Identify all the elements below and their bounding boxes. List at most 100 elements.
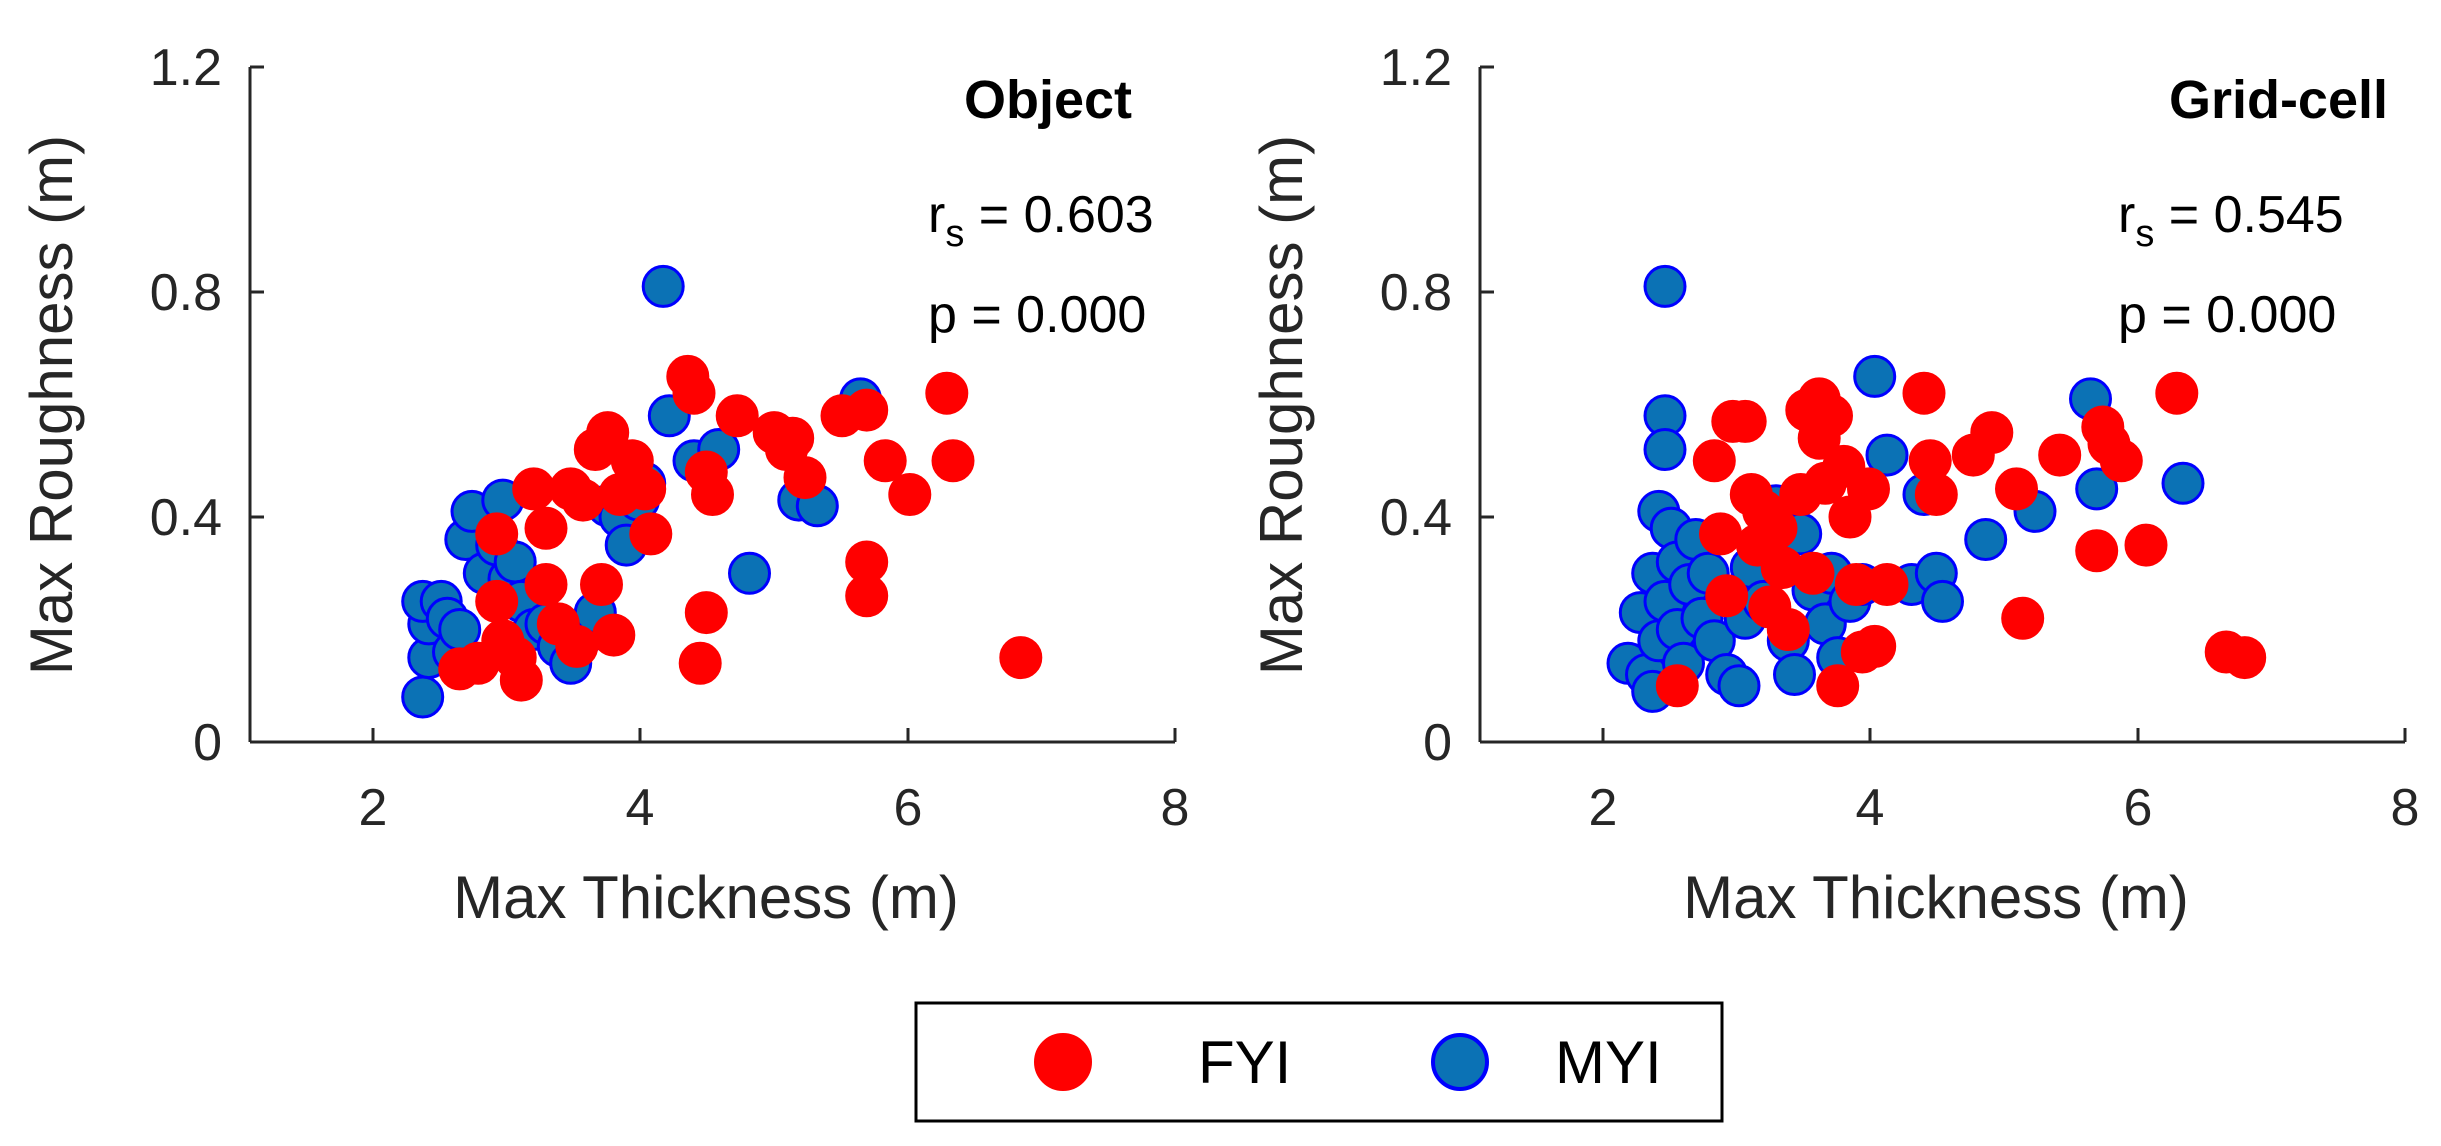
point-fyi bbox=[475, 512, 519, 556]
legend-marker-myi bbox=[1431, 1033, 1489, 1091]
point-fyi bbox=[931, 439, 975, 483]
point-fyi bbox=[2075, 529, 2119, 573]
point-fyi bbox=[524, 563, 568, 606]
panel-title: Object bbox=[964, 70, 1132, 130]
x-tick-label: 4 bbox=[1856, 779, 1885, 837]
point-fyi bbox=[1810, 394, 1853, 438]
point-fyi bbox=[691, 473, 734, 516]
point-fyi bbox=[678, 641, 722, 685]
x-tick-label: 8 bbox=[1161, 779, 1190, 837]
stat-r-subscript: s bbox=[945, 213, 964, 255]
stat-r: rs = 0.603 bbox=[928, 186, 1154, 255]
point-fyi bbox=[2038, 433, 2082, 477]
point-fyi bbox=[771, 416, 815, 460]
point-fyi bbox=[672, 371, 716, 415]
y-tick-label: 0 bbox=[1423, 714, 1452, 772]
point-fyi bbox=[561, 478, 605, 522]
point-fyi bbox=[1914, 473, 1958, 516]
y-tick-label: 1.2 bbox=[150, 39, 222, 97]
stat-r-value: = 0.603 bbox=[964, 186, 1153, 244]
x-tick-label: 8 bbox=[2391, 779, 2420, 837]
point-fyi bbox=[592, 613, 636, 657]
x-tick-label: 2 bbox=[1589, 779, 1618, 837]
y-axis-title: Max Roughness (m) bbox=[1248, 135, 1315, 675]
points-layer bbox=[1606, 264, 2267, 713]
point-fyi bbox=[2223, 636, 2267, 680]
point-fyi bbox=[475, 579, 519, 623]
point-fyi bbox=[863, 439, 907, 483]
x-axis-title: Max Thickness (m) bbox=[453, 864, 959, 931]
point-myi bbox=[1717, 664, 1761, 708]
legend-marker-fyi bbox=[1034, 1033, 1092, 1091]
point-fyi bbox=[1791, 551, 1835, 595]
x-tick-label: 4 bbox=[626, 779, 655, 837]
y-tick-label: 1.2 bbox=[1380, 39, 1452, 97]
point-myi bbox=[1964, 518, 2008, 561]
stat-r-subscript: s bbox=[2135, 213, 2154, 255]
point-fyi bbox=[715, 394, 759, 438]
point-fyi bbox=[524, 506, 568, 550]
point-fyi bbox=[586, 411, 630, 455]
point-fyi bbox=[1970, 411, 2014, 455]
stat-r-value: = 0.545 bbox=[2154, 186, 2343, 244]
point-fyi bbox=[1902, 371, 1946, 415]
point-fyi bbox=[499, 658, 543, 702]
point-fyi bbox=[1847, 467, 1890, 511]
y-axis-title: Max Roughness (m) bbox=[18, 135, 85, 675]
stat-r-prefix: r bbox=[2118, 186, 2135, 244]
point-fyi bbox=[1995, 467, 2038, 511]
point-fyi bbox=[1699, 512, 1742, 556]
point-fyi bbox=[999, 636, 1043, 680]
y-tick-label: 0 bbox=[193, 714, 222, 772]
point-fyi bbox=[1692, 439, 1736, 483]
point-myi bbox=[728, 551, 771, 595]
point-fyi bbox=[925, 371, 969, 415]
point-myi bbox=[1853, 354, 1897, 398]
point-fyi bbox=[1723, 399, 1767, 443]
panel-title: Grid-cell bbox=[2169, 70, 2388, 130]
stat-r: rs = 0.545 bbox=[2118, 186, 2344, 255]
point-fyi bbox=[555, 624, 599, 668]
point-myi bbox=[1773, 653, 1816, 696]
point-myi bbox=[1643, 428, 1687, 471]
points-layer bbox=[401, 264, 1043, 719]
point-myi bbox=[1643, 264, 1687, 308]
point-fyi bbox=[845, 388, 889, 432]
stat-r-prefix: r bbox=[928, 186, 945, 244]
point-fyi bbox=[629, 512, 673, 556]
point-myi bbox=[401, 675, 445, 719]
point-fyi bbox=[1816, 664, 1860, 708]
point-myi bbox=[1865, 433, 1909, 477]
panel-object: 0 0.4 0.8 1.2 2 4 6 8 Max Thickness (m) … bbox=[18, 39, 1189, 931]
point-fyi bbox=[580, 563, 623, 606]
panel-grid-cell: 0 0.4 0.8 1.2 2 4 6 8 Max Thickness (m) … bbox=[1248, 39, 2419, 931]
point-fyi bbox=[1655, 664, 1699, 708]
stat-p: p = 0.000 bbox=[928, 286, 1146, 344]
x-axis-title: Max Thickness (m) bbox=[1683, 864, 2189, 931]
point-fyi bbox=[623, 467, 667, 511]
legend: FYI MYI bbox=[914, 1001, 1724, 1123]
y-tick-label: 0.4 bbox=[1380, 489, 1452, 547]
x-tick-label: 2 bbox=[359, 779, 388, 837]
point-fyi bbox=[1853, 624, 1897, 668]
point-fyi bbox=[1766, 608, 1810, 651]
point-fyi bbox=[783, 456, 827, 500]
x-tick-label: 6 bbox=[894, 779, 923, 837]
point-fyi bbox=[684, 591, 728, 635]
legend-label-fyi: FYI bbox=[1198, 1029, 1291, 1096]
x-tick-label: 6 bbox=[2124, 779, 2153, 837]
point-fyi bbox=[2001, 596, 2045, 640]
y-tick-label: 0.8 bbox=[1380, 264, 1452, 322]
point-myi bbox=[1921, 579, 1964, 623]
point-fyi bbox=[1705, 574, 1749, 618]
point-fyi bbox=[2124, 523, 2168, 567]
point-myi bbox=[641, 264, 685, 308]
point-fyi bbox=[1754, 506, 1798, 550]
point-fyi bbox=[2099, 439, 2143, 483]
point-fyi bbox=[512, 467, 556, 511]
point-myi bbox=[2075, 467, 2119, 511]
point-fyi bbox=[2155, 371, 2199, 415]
stat-p: p = 0.000 bbox=[2118, 286, 2336, 344]
point-fyi bbox=[1865, 563, 1909, 606]
